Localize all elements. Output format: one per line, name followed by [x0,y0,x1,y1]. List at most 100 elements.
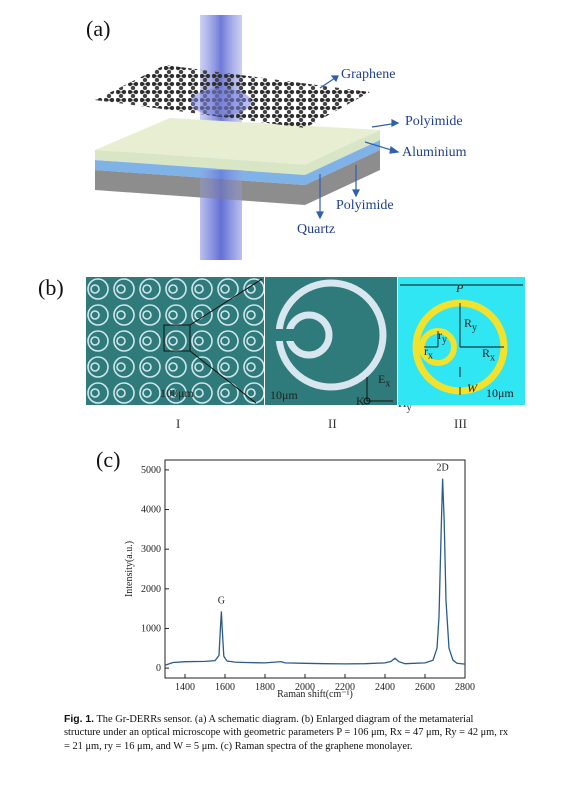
resonator-inner-ring [220,310,230,320]
resonator-outer-ring [87,304,109,326]
resonator-outer-ring [217,382,239,404]
resonator-outer-ring [191,304,213,326]
axis-k-label: K [356,394,365,408]
resonator-inner-ring [194,362,204,372]
resonator-inner-ring [246,362,256,372]
resonator-inner-ring [168,310,178,320]
label-graphene: Graphene [341,67,396,82]
y-tick-label: 1000 [141,623,161,634]
peak-g-label: G [218,595,225,606]
x-tick-label: 2400 [375,682,395,693]
resonator-outer-ring [217,278,239,300]
caption-fig-number: Fig. 1. [64,714,95,725]
subpanel-iii-label: III [454,416,467,431]
resonator-inner-ring [194,284,204,294]
resonator-outer-ring [243,278,264,300]
subpanel-ii-label: II [328,416,337,431]
scale-bar-iii: 10μm [486,386,514,400]
figure-caption: Fig. 1. The Gr-DERRs sensor. (a) A schem… [64,713,510,753]
resonator-outer-ring [217,304,239,326]
resonator-outer-ring [243,304,264,326]
panel-c-label: (c) [96,447,121,472]
resonator-outer-ring [87,356,109,378]
resonator-outer-ring [191,278,213,300]
resonator-outer-ring [139,304,161,326]
scale-bar-ii: 10μm [270,388,298,402]
resonator-outer-ring [113,356,135,378]
resonator-inner-ring [90,388,100,398]
polyimide-layer [95,130,380,175]
subpanel-i-label: I [176,416,181,431]
x-tick-label: 2600 [415,682,435,693]
scale-bar-i: 100μm [160,386,194,400]
resonator-outer-ring [165,356,187,378]
resonator-inner-ring [142,388,152,398]
resonator-inner-ring [142,336,152,346]
raman-chart: 1400 1600 1800 2000 2200 2400 2600 2800 0 1000 200… [124,459,475,700]
resonator-inner-ring [220,388,230,398]
geometry-diagram [398,277,525,405]
resonator-outer-ring [165,278,187,300]
param-rx-large: Rx [482,346,496,364]
resonator-inner-ring [116,336,126,346]
label-aluminium: Aluminium [402,145,467,160]
x-tick-label: 2200 [335,682,355,693]
resonator-inner-ring [116,362,126,372]
resonator-inner-ring [168,336,178,346]
resonator-inner-ring [142,310,152,320]
resonator-outer-ring [217,356,239,378]
resonator-outer-ring [87,330,109,352]
param-p: P [456,281,464,295]
param-rx-small: rx [424,344,433,362]
resonator-inner-ring [246,388,256,398]
resonator-outer-ring [139,382,161,404]
label-polyimide-bottom: Polyimide [336,198,394,213]
param-w: W [467,381,477,395]
resonator-inner-ring [194,388,204,398]
resonator-outer-ring [191,330,213,352]
param-ry-small: ry [438,328,447,346]
x-tick-label: 1400 [175,682,195,693]
resonator-outer-ring [217,330,239,352]
aluminium-layer [95,140,380,185]
label-quartz: Quartz [297,222,336,237]
resonator-inner-ring [90,284,100,294]
y-tick-label: 4000 [141,505,161,516]
resonator-outer-ring [113,330,135,352]
resonator-outer-ring [191,382,213,404]
resonator-outer-ring [243,356,264,378]
x-tick-label: 2800 [455,682,475,693]
resonator-outer-ring [87,382,109,404]
schematic-diagram [95,15,400,260]
x-tick-label: 1600 [215,682,235,693]
param-ry-large: Ry [464,316,478,334]
raman-spectrum-line [164,478,466,666]
resonator-outer-ring [139,330,161,352]
panel-a-label: (a) [86,16,111,41]
resonator-outer-ring [87,278,109,300]
resonator-outer-ring [113,382,135,404]
resonator-inner-ring [90,310,100,320]
quartz-layer [95,150,380,205]
resonator-inner-ring [168,362,178,372]
resonator-outer-ring [191,356,213,378]
resonator-inner-ring [90,336,100,346]
resonator-inner-ring [142,284,152,294]
resonator-inner-ring [168,388,178,398]
y-tick-label: 3000 [141,544,161,555]
x-tick-label: 2000 [295,682,315,693]
resonator-inner-ring [246,336,256,346]
plot-frame [164,459,466,679]
resonator-inner-ring [116,310,126,320]
y-axis-label: Intensity(a.u.) [124,541,135,597]
resonator-inner-ring [168,284,178,294]
x-tick-label: 1800 [255,682,275,693]
axis-e-label: Ex [378,372,391,390]
y-tick-label: 0 [156,663,161,674]
resonator-inner-ring [116,284,126,294]
microscope-array-image [86,277,264,405]
resonator-inner-ring [90,362,100,372]
resonator-outer-ring [243,330,264,352]
y-tick-label: 5000 [141,465,161,476]
single-unit-image [265,277,397,405]
